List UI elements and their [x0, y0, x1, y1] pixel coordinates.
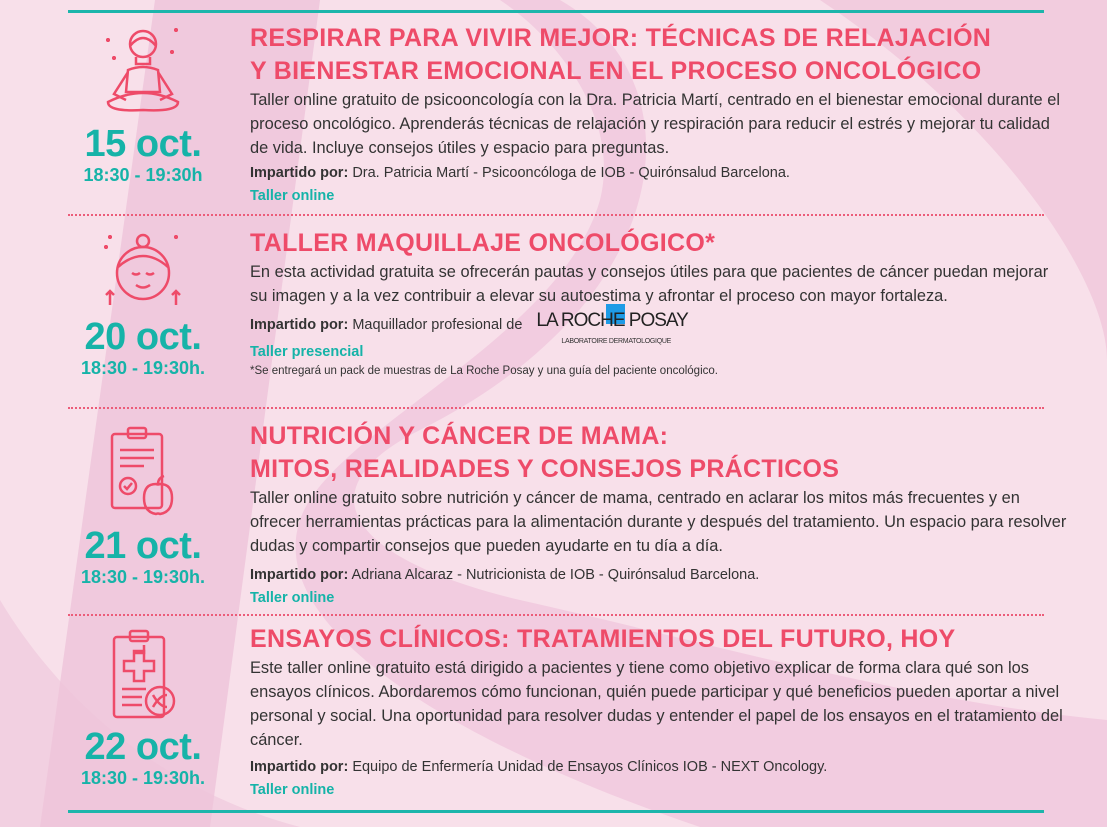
event-time: 18:30 - 19:30h.	[80, 768, 206, 788]
event-note: *Se entregará un pack de muestras de La …	[250, 365, 718, 377]
event-title: ENSAYOS CLÍNICOS: TRATAMIENTOS DEL FUTUR…	[250, 625, 956, 653]
la-roche-posay-logo: LA ROCHE POSAY LABORATOIRE DERMATOLOGIQUE	[536, 304, 689, 345]
event-speaker: Impartido por: Adriana Alcaraz - Nutrici…	[250, 564, 1070, 586]
event-title: RESPIRAR PARA VIVIR MEJOR: TÉCNICAS DE R…	[250, 24, 992, 52]
event-title: MITOS, REALIDADES Y CONSEJOS PRÁCTICOS	[250, 455, 840, 483]
meditation-icon	[106, 28, 180, 112]
event-description: Taller online gratuito de psicooncología…	[250, 91, 1060, 157]
speaker-label: Impartido por:	[250, 316, 349, 333]
speaker-label: Impartido por:	[250, 165, 349, 181]
event-date: 20 oct.	[84, 316, 202, 358]
speaker-name: Equipo de Enfermería Unidad de Ensayos C…	[352, 759, 828, 775]
event-time: 18:30 - 19:30h.	[80, 358, 206, 378]
event-title: Y BIENESTAR EMOCIONAL EN EL PROCESO ONCO…	[250, 57, 982, 85]
speaker-label: Impartido por:	[250, 567, 349, 583]
bottom-rule	[68, 810, 1044, 813]
speaker-name: Adriana Alcaraz - Nutricionista de IOB -…	[351, 567, 760, 583]
event-speaker: Impartido por: Maquillador profesional d…	[250, 304, 1070, 345]
event-description: Este taller online gratuito está dirigid…	[250, 659, 1063, 749]
event-mode: Taller online	[250, 188, 335, 204]
event-mode: Taller online	[250, 590, 335, 606]
event-date: 15 oct.	[84, 123, 202, 165]
event-mode: Taller online	[250, 782, 335, 798]
event-time: 18:30 - 19:30h.	[80, 567, 206, 587]
event-speaker: Impartido por: Equipo de Enfermería Unid…	[250, 756, 1070, 778]
event-description: En esta actividad gratuita se ofrecerán …	[250, 263, 1049, 305]
event-date: 22 oct.	[84, 726, 202, 768]
event-title: TALLER MAQUILLAJE ONCOLÓGICO*	[250, 229, 716, 257]
separator	[68, 214, 1044, 216]
separator	[68, 614, 1044, 616]
clinical-trial-clipboard-icon	[112, 629, 176, 719]
event-time: 18:30 - 19:30h	[83, 165, 203, 185]
event-speaker: Impartido por: Dra. Patricia Martí - Psi…	[250, 162, 1070, 184]
face-makeup-icon	[104, 233, 181, 305]
nutrition-checklist-icon	[110, 426, 174, 516]
speaker-label: Impartido por:	[250, 759, 349, 775]
separator	[68, 407, 1044, 409]
speaker-name: Maquillador profesional de	[352, 316, 523, 333]
event-date: 21 oct.	[84, 525, 202, 567]
event-mode: Taller presencial	[250, 344, 364, 360]
event-description: Taller online gratuito sobre nutrición y…	[250, 489, 1067, 555]
event-title: NUTRICIÓN Y CÁNCER DE MAMA:	[250, 422, 669, 450]
speaker-name: Dra. Patricia Martí - Psicooncóloga de I…	[352, 165, 790, 181]
top-rule	[68, 10, 1044, 13]
